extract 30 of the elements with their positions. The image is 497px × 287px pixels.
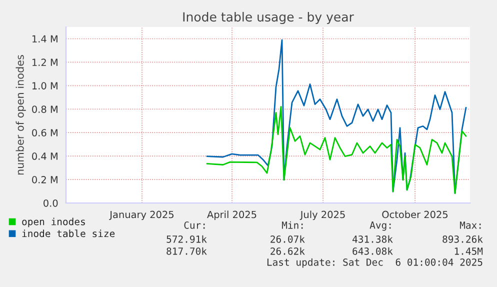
y-tick-label: 1.0 M [32,82,58,90]
text: Avg: [370,222,391,231]
y-tick-label: 1.2 M [32,58,58,66]
text: 817.70k [166,247,207,255]
text: 643.08k [352,247,393,255]
text: 893.26k [442,235,483,243]
x-tick-label: October 2025 [382,210,448,218]
y-axis-title: number of open inodes [16,55,26,175]
y-tick-label: 1.4 M [32,35,58,42]
y-tick-label: 0.8 M [32,106,58,113]
text: 431.38k [352,235,393,243]
text: Min: [282,221,303,229]
text: Cur: [184,221,205,229]
x-tick-label: July 2025 [300,210,345,220]
text: 1.45M [454,248,483,255]
legend-label: inode table size [22,230,115,238]
text: Max: [460,222,481,229]
x-tick-label: January 2025 [109,210,174,220]
y-tick-label: 0.6 M [32,129,58,136]
y-tick-label: 0.2 M [32,176,58,184]
text: 26.62k [270,247,305,255]
y-tick-label: 0.0 [44,199,58,207]
text: 26.07k [270,235,305,243]
text: Last update: Sat Dec 6 01:00:04 2025 [267,258,482,268]
line-series [206,106,467,194]
x-tick-label: April 2025 [207,210,256,220]
legend-label: open inodes [22,218,85,228]
text: 572.91k [166,235,207,243]
chart-title: Inode table usage - by year [183,12,354,24]
y-tick-label: 0.4 M [32,152,58,160]
